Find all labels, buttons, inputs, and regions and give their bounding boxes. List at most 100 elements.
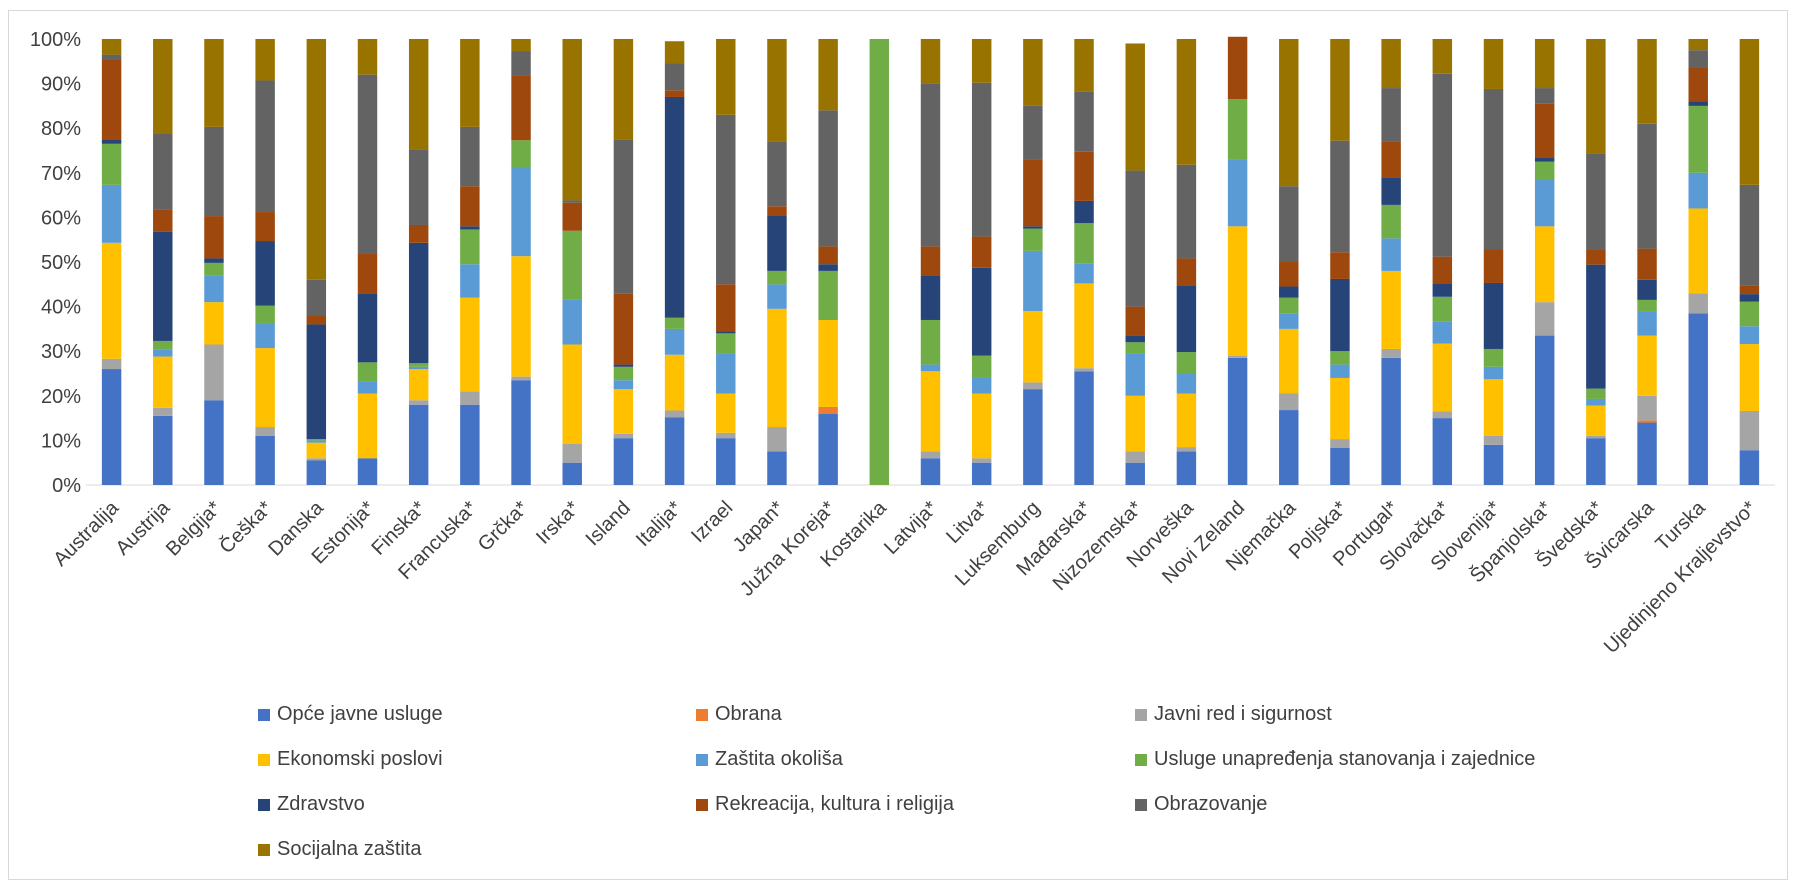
bar-segment [1279,286,1299,298]
bar-segment [1227,159,1248,227]
bar-segment [1023,250,1043,312]
bar-segment [1637,39,1657,124]
bar-segment [1125,462,1145,485]
x-axis: AustralijaAustrijaBelgija*Češka*DanskaEs… [49,496,1761,658]
legend-label: Obrana [715,703,782,725]
bar-segment [1176,39,1197,165]
bar-segment [511,376,531,381]
bar-segment [664,41,685,64]
bar-segment [664,417,685,485]
bar-segment [1688,105,1708,173]
bar-segment [408,400,429,405]
bar-segment [716,333,736,354]
bar-stack [1739,39,1760,485]
bar-segment [1483,348,1504,367]
bar-segment [1279,313,1299,329]
bar-segment [1279,39,1299,187]
bar-segment [1432,296,1453,322]
legend-label: Rekreacija, kultura i religija [715,793,954,815]
bar-segment [1739,301,1760,327]
bar-segment [1432,418,1453,485]
bar-segment [1586,435,1606,439]
bar-segment [1023,39,1043,106]
bar-segment [255,39,275,81]
bar-segment [204,400,224,485]
bar-stack [204,39,224,485]
bar-segment [716,284,736,332]
bar-segment [767,215,787,271]
y-tick-label: 100% [30,29,81,51]
bar-segment [1637,422,1657,485]
bar-segment [1432,343,1453,412]
bar-stack [101,39,122,485]
bar-segment [1330,278,1350,352]
bar-segment [1432,411,1453,419]
bar-segment [460,226,480,230]
bar-segment [1279,186,1299,262]
bar-segment [204,275,224,303]
legend-swatch [258,708,270,721]
bar-segment [716,438,736,485]
bar-stack [460,39,480,485]
bar-segment [1586,438,1606,485]
bar-segment [1534,88,1555,104]
bar-segment [306,460,327,485]
bar-segment [920,451,941,459]
bar-segment [920,458,941,485]
bar-stack [255,39,275,485]
legend-item: Rekreacija, kultura i religija [696,793,954,816]
bar-stack [716,39,736,485]
bar-segment [1176,352,1197,374]
bar-segment [664,90,685,97]
bar-segment [357,253,378,294]
bar-segment [1125,395,1145,452]
bar-segment [818,264,838,271]
legend-item: Obrana [696,703,782,726]
x-tick-label: Austrija [112,496,175,559]
y-tick-label: 10% [41,430,81,452]
bar-segment [357,458,378,485]
bar-segment [204,262,224,276]
bar-segment [562,230,582,300]
bar-segment [1023,311,1043,383]
bar-segment [1330,140,1350,253]
bar-segment [1637,279,1657,300]
bar-segment [716,432,736,439]
bar-segment [408,39,429,150]
bar-segment [818,39,838,111]
y-axis: 0% 10% 20% 30% 40% 50% 60% 70% 80% 90% 100% [30,29,1775,497]
y-tick-label: 30% [41,341,81,363]
bar-segment [408,149,429,225]
legend-swatch [1135,753,1147,766]
bar-segment [101,39,122,55]
bar-segment [1586,264,1606,389]
bar-segment [767,308,787,428]
bar-segment [562,462,582,485]
bar-segment [408,369,429,401]
y-tick-label: 50% [41,252,81,274]
bar-segment [1381,88,1401,142]
bar-stack [1637,39,1657,485]
bar-segment [511,256,531,377]
bar-segment [1176,285,1197,353]
bar-segment [101,143,122,185]
bar-segment [1023,226,1043,229]
bar-segment [1637,299,1657,312]
bar-segment [1739,294,1760,302]
bar-segment [920,319,941,365]
bar-segment [511,75,531,141]
bar-segment [306,324,327,440]
bar-segment [255,212,275,242]
bar-segment [101,184,122,243]
bar-segment [1023,389,1043,485]
bar-segment [1279,297,1299,314]
bar-segment [664,354,685,411]
y-tick-label: 80% [41,118,81,140]
bar-segment [562,200,582,203]
bar-stack [1227,36,1248,485]
bar-segment [357,381,378,394]
x-tick-label: Latvija* [880,497,942,559]
bar-segment [255,435,275,485]
bar-segment [1637,123,1657,249]
